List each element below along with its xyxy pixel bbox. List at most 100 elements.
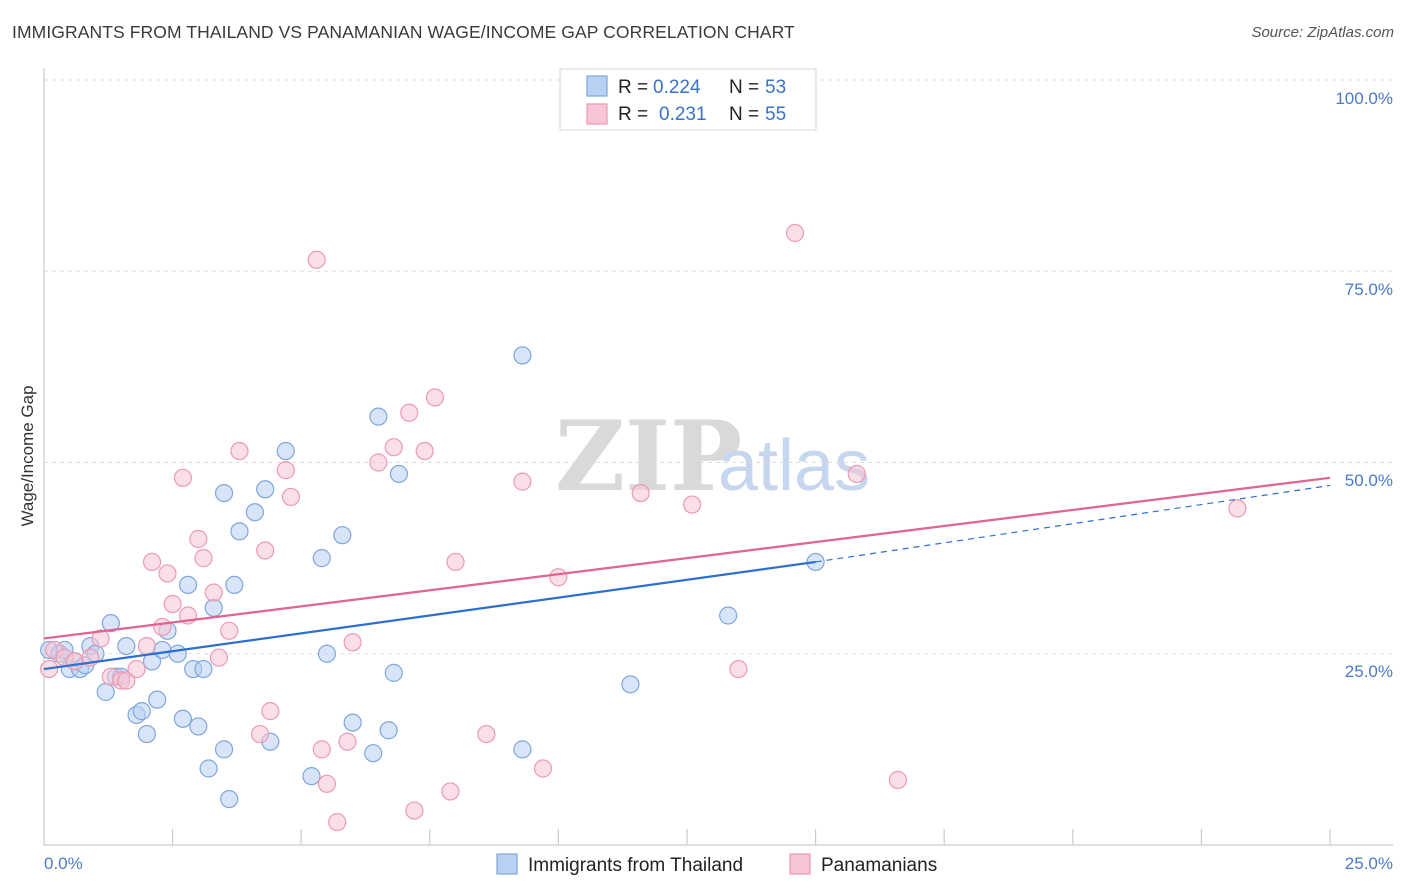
point-thailand-19 xyxy=(153,640,172,660)
point-panamanians-42 xyxy=(477,724,496,744)
point-thailand-22 xyxy=(173,709,192,728)
point-panamanians-35 xyxy=(384,438,403,457)
trend-line-panamanians xyxy=(43,476,1331,640)
bottom-legend-panamanians: Panamanians xyxy=(821,855,937,876)
bottom-legend-swatch-thailand xyxy=(496,853,518,875)
y-tick-label-100: 100.0% xyxy=(1335,89,1393,108)
point-panamanians-12 xyxy=(153,617,172,637)
point-thailand-32 xyxy=(225,575,244,595)
point-panamanians-37 xyxy=(405,801,424,820)
point-thailand-46 xyxy=(384,663,403,682)
point-panamanians-5 xyxy=(91,629,110,648)
chart-title: IMMIGRANTS FROM THAILAND VS PANAMANIAN W… xyxy=(12,22,795,42)
point-panamanians-45 xyxy=(549,568,568,587)
point-thailand-45 xyxy=(379,721,398,740)
point-thailand-13 xyxy=(117,636,136,656)
point-panamanians-9 xyxy=(127,659,146,679)
x-tick-label-25: 25.0% xyxy=(1345,854,1393,873)
point-thailand-28 xyxy=(204,598,223,617)
legend-n-label-2: N = xyxy=(729,104,759,125)
point-thailand-30 xyxy=(214,740,234,759)
point-thailand-44 xyxy=(369,407,388,426)
point-panamanians-34 xyxy=(369,453,388,472)
point-thailand-49 xyxy=(513,740,532,759)
point-thailand-26 xyxy=(194,659,213,679)
point-thailand-35 xyxy=(256,480,275,499)
legend-swatch-thailand xyxy=(586,75,608,97)
point-panamanians-23 xyxy=(250,724,270,744)
legend-r-label-1: R = xyxy=(618,77,648,98)
point-thailand-16 xyxy=(137,724,156,744)
point-panamanians-33 xyxy=(343,633,362,652)
point-thailand-25 xyxy=(189,717,208,736)
point-panamanians-41 xyxy=(446,552,465,572)
point-thailand-47 xyxy=(389,464,409,484)
point-thailand-34 xyxy=(245,503,265,522)
point-panamanians-38 xyxy=(415,441,434,461)
point-panamanians-3 xyxy=(65,652,84,671)
point-panamanians-51 xyxy=(888,770,908,790)
point-panamanians-27 xyxy=(281,487,301,507)
legend-swatch-panamanians xyxy=(586,103,608,125)
series-thailand-points xyxy=(40,346,825,809)
point-panamanians-11 xyxy=(142,552,162,572)
point-panamanians-10 xyxy=(137,636,156,656)
point-thailand-23 xyxy=(178,575,198,595)
point-panamanians-22 xyxy=(230,441,249,461)
trend-line-thailand-extension xyxy=(815,484,1331,563)
point-thailand-21 xyxy=(168,644,187,663)
point-panamanians-29 xyxy=(312,740,331,759)
point-panamanians-36 xyxy=(400,403,419,422)
point-panamanians-17 xyxy=(189,529,208,549)
point-thailand-51 xyxy=(719,606,738,625)
y-tick-label-75: 75.0% xyxy=(1345,280,1393,299)
point-thailand-9 xyxy=(96,682,115,702)
point-panamanians-48 xyxy=(729,659,748,679)
point-panamanians-19 xyxy=(204,583,223,602)
point-thailand-33 xyxy=(230,522,249,541)
point-panamanians-44 xyxy=(533,759,553,778)
point-panamanians-52 xyxy=(1228,499,1247,518)
point-thailand-31 xyxy=(220,789,239,809)
point-panamanians-26 xyxy=(276,461,295,480)
point-panamanians-31 xyxy=(328,812,347,832)
trend-lines xyxy=(43,476,1331,671)
bottom-legend: Immigrants from Thailand Panamanians xyxy=(496,853,937,876)
point-panamanians-14 xyxy=(163,594,182,614)
point-panamanians-47 xyxy=(683,495,702,514)
point-thailand-38 xyxy=(302,767,321,786)
point-panamanians-25 xyxy=(261,702,280,721)
point-panamanians-43 xyxy=(513,472,532,491)
point-panamanians-20 xyxy=(209,648,228,667)
gridlines xyxy=(44,79,1393,655)
point-panamanians-30 xyxy=(317,774,337,793)
point-panamanians-39 xyxy=(425,388,445,407)
point-thailand-15 xyxy=(132,702,151,721)
y-axis-title: Wage/Income Gap xyxy=(18,385,37,526)
point-thailand-10 xyxy=(101,614,120,633)
point-thailand-18 xyxy=(148,690,167,709)
point-panamanians-13 xyxy=(158,564,177,583)
point-panamanians-49 xyxy=(785,223,805,243)
point-thailand-41 xyxy=(333,526,352,545)
point-panamanians-21 xyxy=(220,621,239,640)
x-ticks xyxy=(172,829,1331,845)
watermark-atlas: atlas xyxy=(718,426,870,506)
point-panamanians-18 xyxy=(194,549,213,568)
point-panamanians-28 xyxy=(307,250,326,269)
point-panamanians-32 xyxy=(338,732,357,751)
point-thailand-37 xyxy=(276,441,295,461)
point-panamanians-24 xyxy=(256,541,275,560)
point-thailand-27 xyxy=(199,759,218,778)
point-thailand-39 xyxy=(312,549,331,568)
point-panamanians-50 xyxy=(847,464,866,484)
point-panamanians-40 xyxy=(441,782,460,801)
legend-r-value-2: 0.231 xyxy=(659,104,707,125)
x-tick-label-0: 0.0% xyxy=(44,854,83,873)
legend-n-label-1: N = xyxy=(729,77,759,98)
point-thailand-40 xyxy=(317,644,337,663)
point-thailand-43 xyxy=(364,744,383,763)
legend-n-value-1: 53 xyxy=(765,77,786,98)
point-panamanians-15 xyxy=(173,468,192,487)
